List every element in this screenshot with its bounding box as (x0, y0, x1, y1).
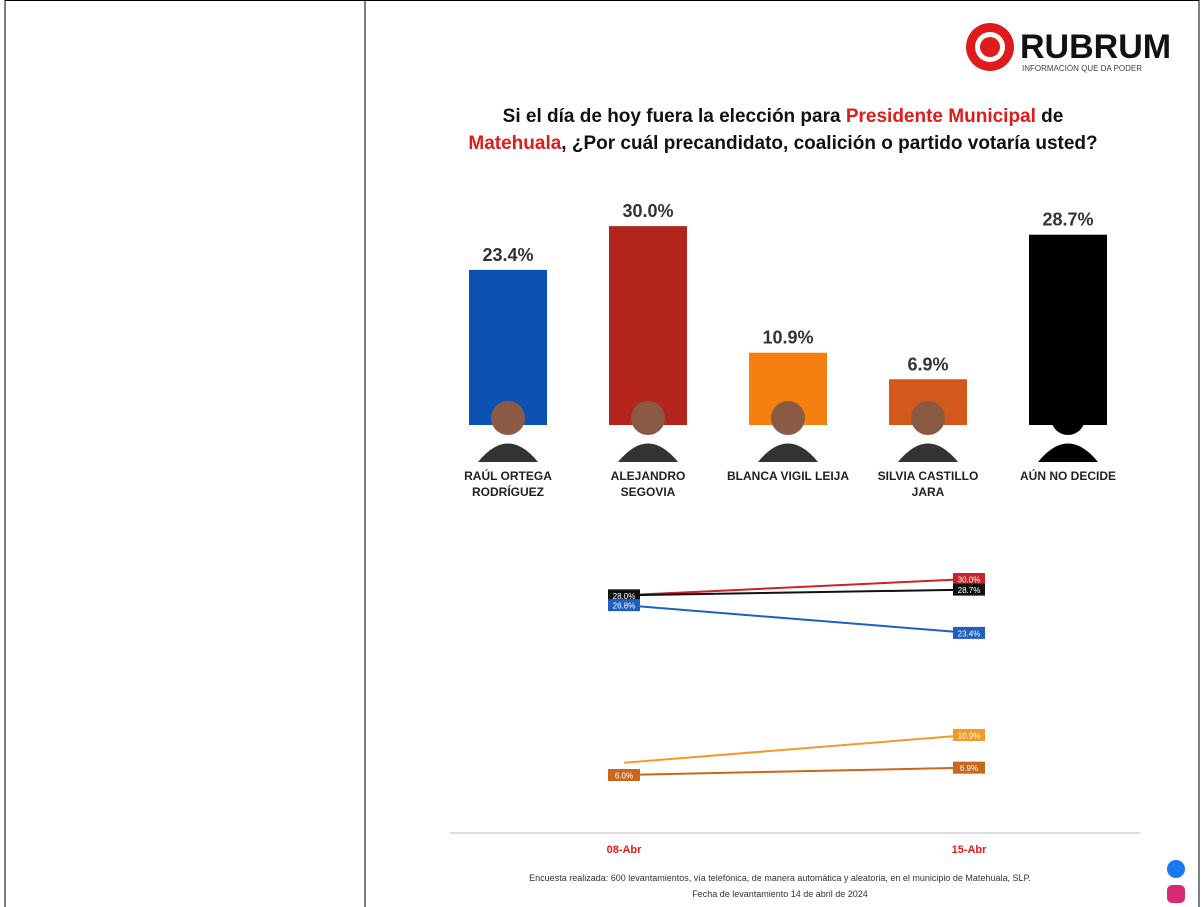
value-label-box (953, 728, 985, 741)
value-label-box (953, 761, 985, 774)
value-label-box (608, 589, 640, 602)
bar (1029, 234, 1107, 425)
category-label: SILVIA CASTILLO JARA (877, 469, 979, 499)
portrait-body (618, 443, 678, 462)
value-label-box (953, 583, 985, 596)
value-label: 6.0% (615, 772, 633, 781)
value-label: 6.9% (907, 354, 948, 374)
value-label-box (953, 573, 985, 585)
title-part: de (1036, 106, 1063, 127)
value-label: 23.4% (482, 245, 533, 265)
chart-title: Matehuala, ¿Por cuál precandidato, coali… (468, 133, 1097, 154)
portrait-head (911, 401, 945, 435)
title-part: , ¿Por cuál precandidato, coalición o pa… (561, 133, 1097, 154)
portrait-body (898, 443, 958, 462)
value-label: 10.9% (958, 731, 981, 740)
category-label: ALEJANDRO SEGOVIA (610, 469, 686, 499)
value-label-box (608, 769, 640, 781)
portrait-head (491, 401, 525, 435)
value-label: 26.8% (613, 602, 636, 611)
bar (609, 226, 687, 425)
brand-name: RUBRUM (1020, 28, 1171, 66)
portrait-body (1038, 443, 1098, 462)
value-label: 23.4% (958, 629, 981, 638)
value-label-box (608, 599, 640, 612)
x-tick-label: 08-Abr (607, 844, 643, 856)
footer-note: Fecha de levantamiento 14 de abril de 20… (692, 889, 868, 899)
facebook-icon (1167, 860, 1185, 878)
category-label: BLANCA VIGIL LEIJA (727, 469, 850, 483)
value-label: 10.9% (762, 328, 813, 348)
logo: RUBRUM INFORMACIÓN QUE DA PODER (966, 23, 1171, 73)
value-label: 28.7% (1042, 210, 1093, 230)
value-label: 30.0% (622, 201, 673, 221)
portrait-body (478, 443, 538, 462)
footer-note: Encuesta realizada: 600 levantamientos, … (529, 873, 1031, 883)
title-part: Matehuala (468, 133, 561, 154)
portrait-head (631, 401, 665, 435)
value-label-box (953, 626, 985, 639)
portrait-body (758, 443, 818, 462)
portrait-head (771, 401, 805, 435)
title-part: Si el día de hoy fuera la elección para (503, 106, 846, 127)
brand-tagline: INFORMACIÓN QUE DA PODER (1022, 64, 1142, 73)
value-label: 28.0% (613, 592, 636, 601)
value-label: 6.9% (960, 764, 978, 773)
value-label: 28.7% (958, 586, 981, 595)
series-line (623, 578, 970, 597)
category-label: AÚN NO DECIDE (1019, 469, 1116, 483)
value-label: 30.0% (958, 576, 981, 585)
series-line (623, 604, 970, 634)
x-tick-label: 15-Abr (952, 844, 988, 856)
title-part: Presidente Municipal (846, 106, 1036, 127)
instagram-icon (1167, 885, 1185, 903)
category-label: RAÚL ORTEGA RODRÍGUEZ (464, 469, 552, 499)
series-line (623, 588, 970, 597)
bar (469, 269, 547, 425)
series-line (623, 766, 970, 776)
series-line (623, 733, 970, 764)
portrait-head (1051, 401, 1085, 435)
chart-title: Si el día de hoy fuera la elección para … (503, 106, 1064, 127)
